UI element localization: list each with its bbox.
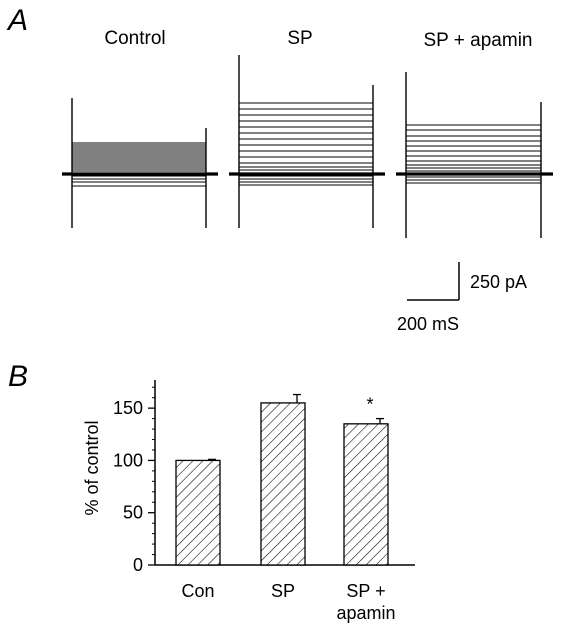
y-axis-label: % of control	[82, 420, 102, 515]
y-tick-label: 150	[113, 398, 143, 418]
condition-label-sp-apamin: SP + apamin	[423, 30, 533, 51]
bar	[175, 459, 221, 566]
y-tick-label: 50	[123, 503, 143, 523]
panel-b-letter: B	[8, 360, 29, 393]
x-tick-label: SP	[271, 581, 295, 601]
scale-bar-time-label: 200 mS	[397, 314, 460, 334]
condition-label-sp: SP	[287, 28, 313, 49]
y-tick-label: 100	[113, 450, 143, 470]
scale-bar-current-label: 250 pA	[470, 272, 528, 292]
condition-label-control: Control	[104, 28, 166, 49]
x-tick-label: SP +	[346, 581, 385, 601]
y-tick-label: 0	[133, 555, 143, 575]
panel-a-letter: A	[8, 4, 29, 37]
bar	[260, 402, 306, 566]
significance-marker: *	[366, 395, 373, 415]
x-tick-label: apamin	[336, 603, 395, 623]
bar	[343, 423, 389, 566]
x-tick-label: Con	[181, 581, 214, 601]
